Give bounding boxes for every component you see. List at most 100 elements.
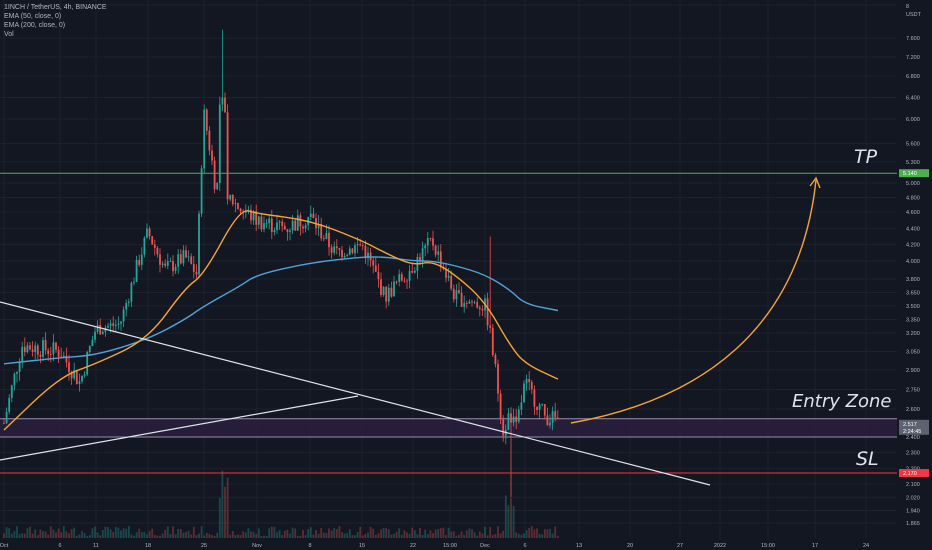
candle-body <box>73 370 76 379</box>
time-tick-label: 11 <box>93 543 99 549</box>
candle-body <box>551 411 554 423</box>
candle-body <box>348 248 351 255</box>
candle-body <box>49 354 52 355</box>
candle-body <box>31 349 34 353</box>
volume-bar <box>16 526 18 538</box>
candle-body <box>489 325 492 328</box>
volume-bar <box>244 532 247 538</box>
volume-bar <box>367 532 369 538</box>
volume-bar <box>294 528 297 538</box>
candle-body <box>309 213 312 218</box>
volume-bar <box>299 535 302 538</box>
volume-bar <box>133 535 135 538</box>
volume-bar <box>364 534 367 538</box>
candle-body <box>486 298 489 326</box>
volume-bar <box>307 528 310 538</box>
candle-body <box>255 211 258 225</box>
candle-body <box>325 232 328 240</box>
price-axis[interactable]: 8 7.600 7.200 6.800 6.400 6.000 5.600 5.300 5.00… <box>897 0 932 550</box>
volume-bar <box>460 531 463 538</box>
volume-bar <box>94 526 96 538</box>
candle-body <box>390 287 393 297</box>
volume-bar <box>445 535 447 538</box>
price-tick-label: 1.865 <box>906 521 920 527</box>
volume-bar <box>112 531 115 538</box>
volume-bar <box>478 531 481 538</box>
volume-bar <box>291 527 294 538</box>
volume-bar <box>122 528 125 538</box>
volume-bar <box>151 528 154 538</box>
volume-bar <box>429 530 432 538</box>
candle-body <box>294 220 297 231</box>
symbol-title[interactable]: 1INCH / TetherUS, 4h, BINANCE <box>4 4 107 11</box>
candle-body <box>107 325 109 328</box>
volume-bar <box>195 535 198 538</box>
candle-body <box>481 308 484 311</box>
volume-bar <box>278 530 281 538</box>
ema200-legend[interactable]: EMA (200, close, 0) <box>4 22 66 29</box>
price-tick-label: 2.100 <box>906 482 920 488</box>
candle-body <box>218 104 221 184</box>
candle-body <box>187 256 190 258</box>
candle-body <box>525 379 528 384</box>
candle-body <box>109 323 112 326</box>
candle-body <box>140 254 143 265</box>
ema50-legend[interactable]: EMA (50, close, 0) <box>4 13 62 20</box>
candle-body <box>452 288 455 300</box>
volume-bar <box>185 532 187 538</box>
candle-body <box>239 208 242 212</box>
candle-body <box>291 220 294 231</box>
volume-bar <box>57 528 60 538</box>
time-axis[interactable]: Oct 6 11 18 25 Nov 8 15 22 15:00 Dec 6 13 20 27 2022 15:… <box>0 538 932 550</box>
ema50-line <box>3 210 559 431</box>
volume-bar <box>156 535 159 538</box>
volume-bar <box>322 532 325 538</box>
volume-legend[interactable]: Vol <box>4 31 14 38</box>
volume-bar <box>114 526 117 538</box>
volume-bar <box>198 533 200 538</box>
volume-bar <box>387 529 390 538</box>
candle-body <box>70 372 73 379</box>
time-tick-label: Oct <box>0 543 9 549</box>
volume-bar <box>174 534 177 538</box>
candle-body <box>538 404 541 410</box>
candle-body <box>198 213 200 275</box>
price-tick-label: 4.000 <box>906 259 920 265</box>
volume-bar <box>270 526 273 538</box>
candle-body <box>18 362 21 372</box>
price-tick-label: 8 <box>906 4 909 10</box>
volume-bar <box>169 533 172 538</box>
candle-body <box>497 364 499 394</box>
candle-body <box>507 413 510 430</box>
candle-body <box>463 303 466 307</box>
volume-bar <box>494 534 497 538</box>
volume-bar <box>333 527 336 538</box>
volume-bar <box>403 530 406 538</box>
candle-body <box>42 340 44 357</box>
volume-bar <box>346 533 349 538</box>
descending-trendline[interactable] <box>0 301 711 486</box>
ascending-trendline[interactable] <box>0 395 359 461</box>
volume-bar <box>88 534 91 538</box>
volume-bar <box>265 535 268 538</box>
candle-body <box>159 254 161 265</box>
candle-body <box>510 413 512 423</box>
volume-bar <box>44 531 47 538</box>
candle-body <box>88 345 91 352</box>
price-tags: 5.140 2.517 2:24:45 2.170 <box>899 169 929 478</box>
entry-zone[interactable] <box>0 418 897 437</box>
candle-body <box>382 286 385 295</box>
volume-bar <box>101 529 104 538</box>
volume-bar <box>52 529 55 538</box>
volume-bar <box>96 532 99 538</box>
volume-bar <box>468 528 471 538</box>
projection-arc[interactable] <box>570 179 817 424</box>
volume-bar <box>530 526 533 538</box>
volume-bar <box>439 528 442 538</box>
candle-body <box>34 345 37 353</box>
chart-legend: 1INCH / TetherUS, 4h, BINANCE EMA (50, c… <box>4 3 107 39</box>
volume-bar <box>504 495 507 538</box>
time-tick-label: Nov <box>252 543 262 549</box>
price-tick-label: 2.600 <box>906 407 920 413</box>
